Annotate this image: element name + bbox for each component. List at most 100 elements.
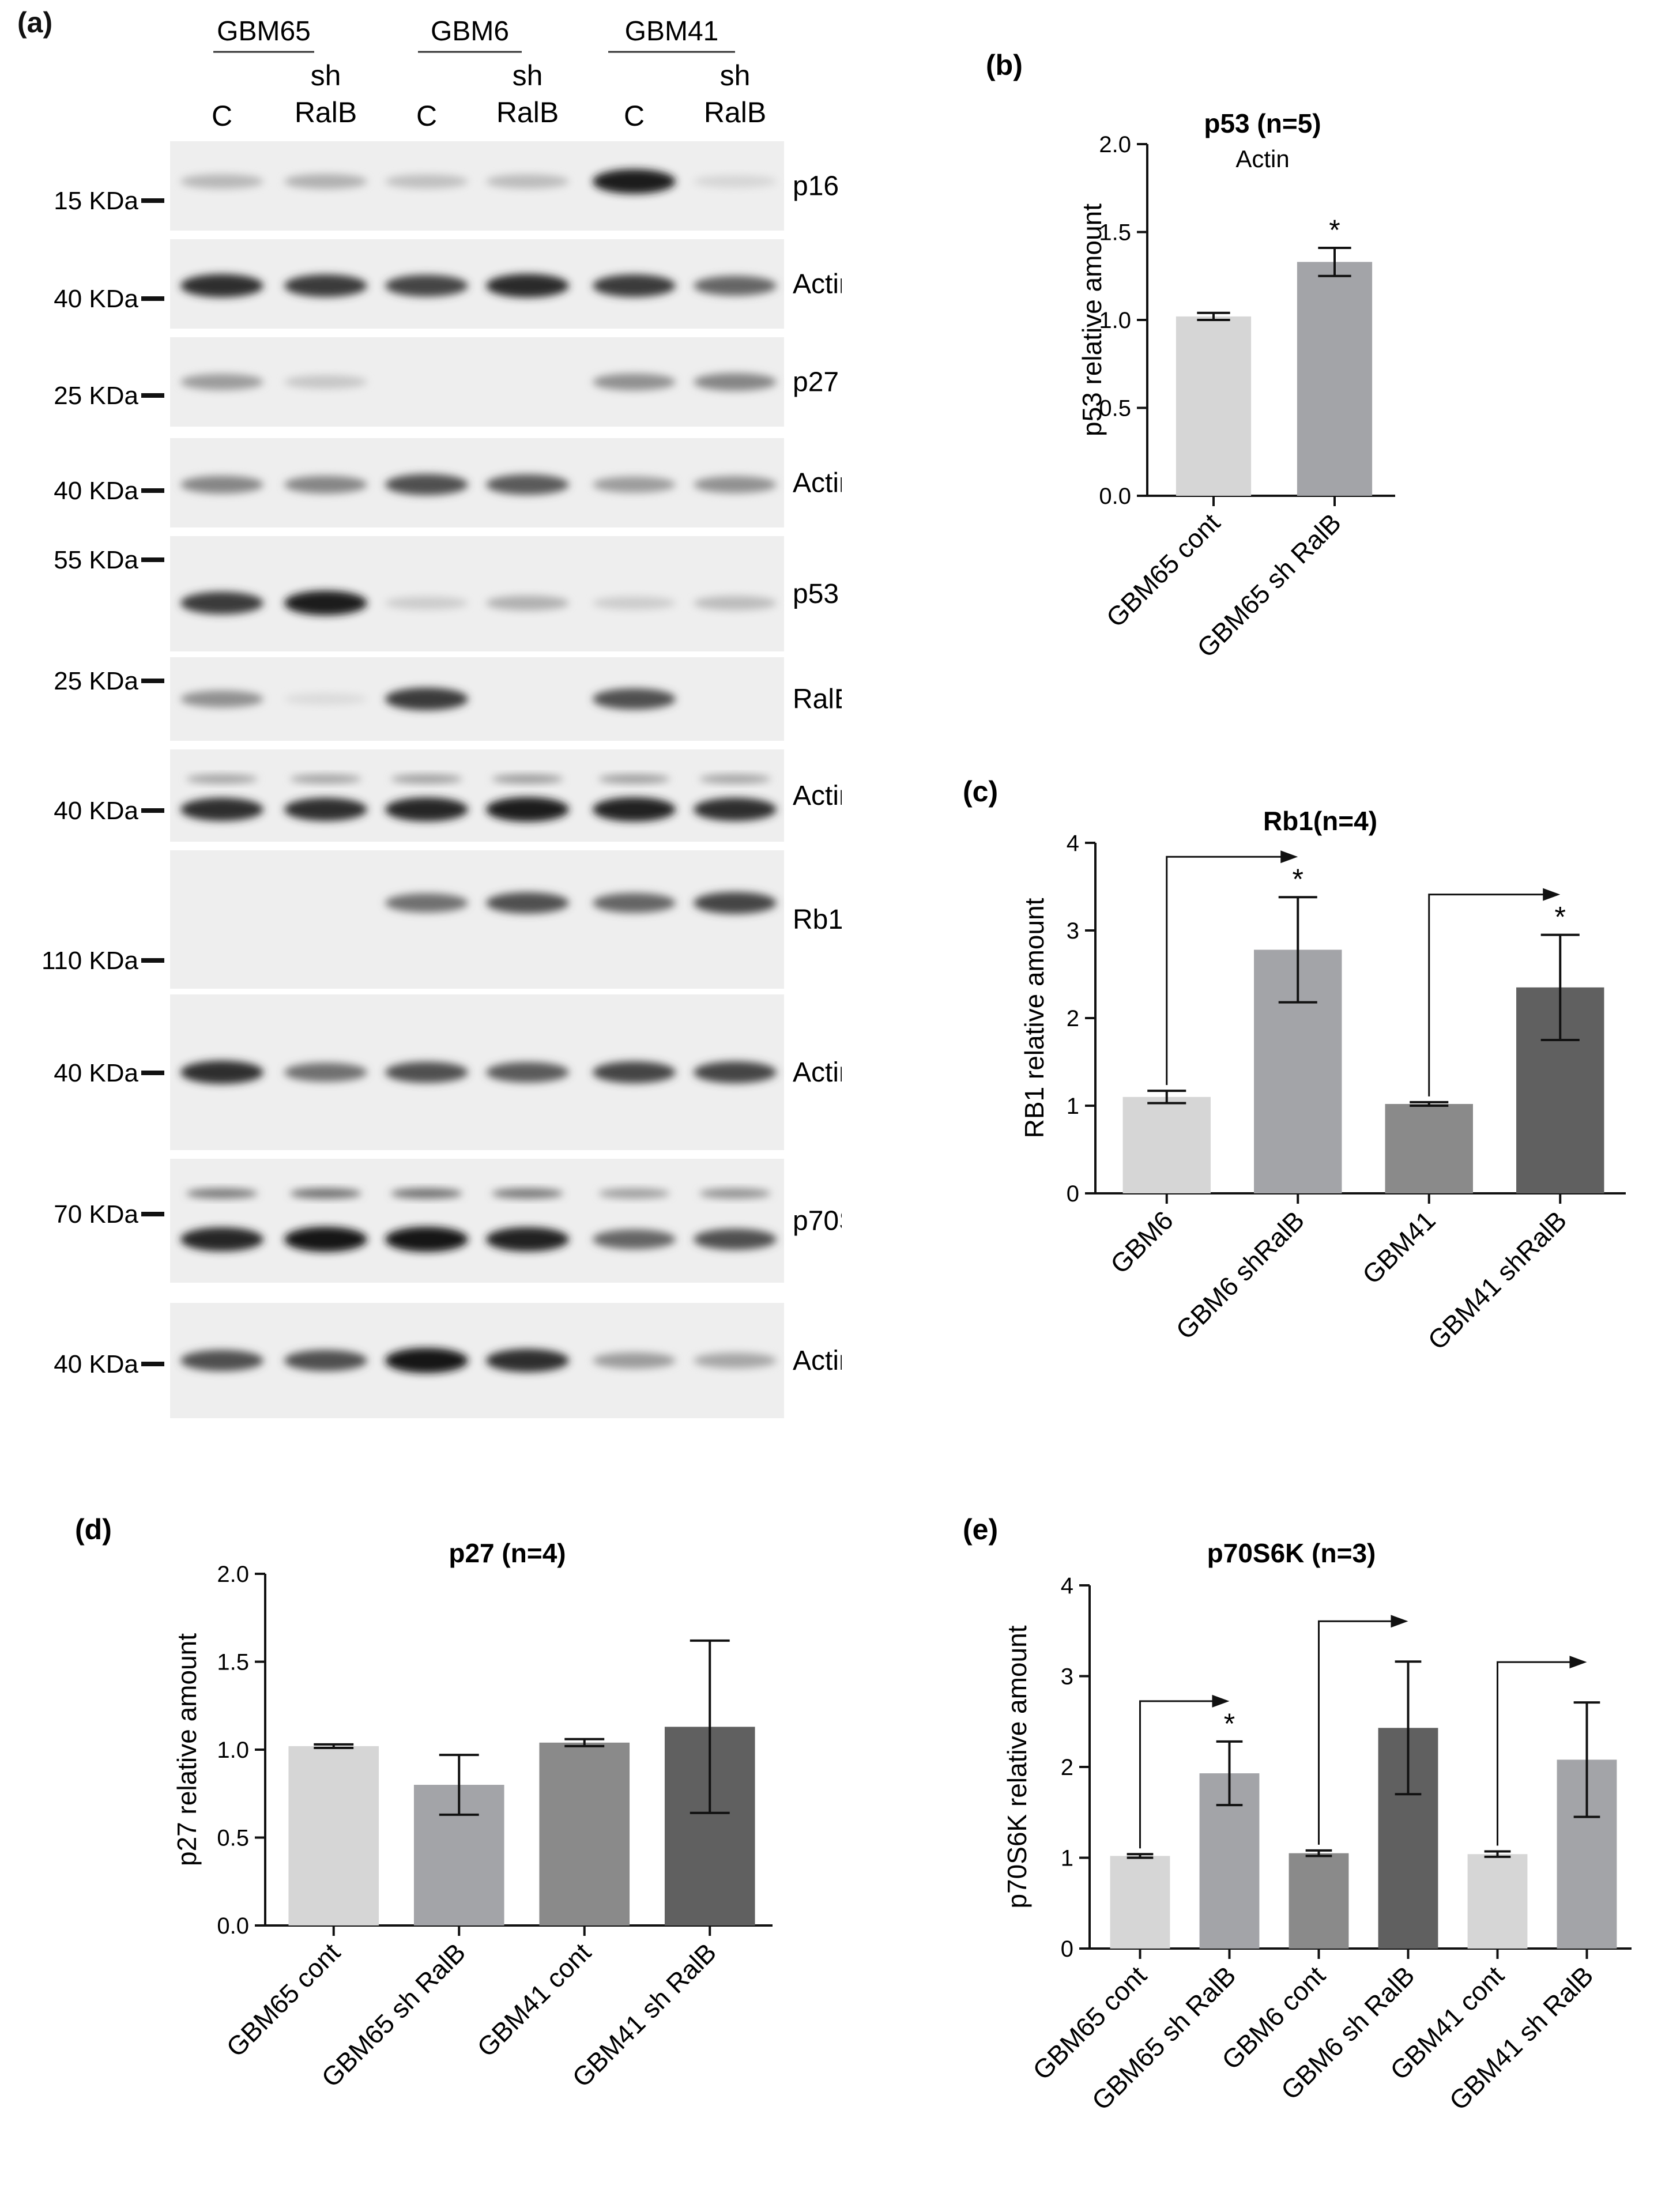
- blot-band: [385, 1226, 468, 1252]
- blot-strip-background: [170, 1159, 784, 1283]
- blot-strip-background: [170, 337, 784, 427]
- chart-d: (d) p27 (n=4) 0.0 0.5 1.0 1.5 2.0 p27 relative …: [75, 1513, 773, 2093]
- blot-band: [391, 774, 462, 784]
- x-tick-label: GBM65 cont: [220, 1937, 346, 2063]
- y-tick-label: 0.0: [217, 1913, 249, 1939]
- blot-band: [284, 274, 367, 297]
- x-tick-label: GBM41 cont: [471, 1937, 597, 2063]
- blot-target-label: Actin: [793, 1057, 842, 1088]
- blot-target-label: RalB: [793, 684, 842, 715]
- blot-band: [486, 274, 569, 298]
- y-tick-label: 1.0: [217, 1738, 249, 1763]
- panel-label: (e): [963, 1513, 998, 1546]
- y-tick-label: 3: [1067, 918, 1079, 944]
- blot-target-label: Actin: [793, 1346, 842, 1376]
- blot-strip-background: [170, 239, 784, 329]
- y-tick-label: 0.5: [1099, 396, 1131, 421]
- blot-marker-tick: [141, 1212, 164, 1216]
- blot-marker-tick: [141, 198, 164, 203]
- blot-band: [593, 476, 676, 493]
- lane-label-c: C: [212, 100, 232, 132]
- blot-marker-label: 25 KDa: [54, 667, 138, 695]
- y-axis-label: RB1 relative amount: [1019, 898, 1049, 1138]
- blot-marker-label: 40 KDa: [54, 797, 138, 825]
- blot-target-label: p53: [793, 579, 839, 609]
- bar: [1297, 262, 1373, 496]
- blot-target-label: p70S6K: [793, 1206, 842, 1237]
- blot-band: [593, 373, 676, 391]
- blot-band: [492, 1188, 563, 1199]
- blot-marker-label: 110 KDa: [42, 947, 138, 975]
- blot-marker-label: 15 KDa: [54, 187, 138, 215]
- blot-marker-tick: [141, 1362, 164, 1366]
- blot-band: [598, 1188, 670, 1199]
- y-tick-label: 1: [1061, 1846, 1073, 1871]
- blot-band: [284, 476, 367, 493]
- blot-band: [290, 774, 361, 784]
- blot-target-label: Actin: [793, 781, 842, 811]
- y-axis-label: p27 relative amount: [172, 1633, 202, 1866]
- blot-marker-label: 25 KDa: [54, 382, 138, 410]
- bar: [1467, 1854, 1528, 1949]
- blot-band: [186, 1188, 258, 1199]
- lane-label-ralb: RalB: [295, 96, 357, 129]
- blot-band: [385, 893, 468, 913]
- x-tick-label: GBM41: [1357, 1205, 1441, 1290]
- blot-marker-label: 55 KDa: [54, 546, 138, 574]
- blot-band: [391, 1188, 462, 1199]
- lane-label-sh: sh: [513, 59, 543, 92]
- blot-band: [385, 174, 468, 189]
- blot-strip-ralb: [170, 657, 784, 741]
- blot-target-label: Actin: [793, 269, 842, 300]
- blot-strip-actin: [170, 994, 784, 1150]
- blot-marker-tick: [141, 488, 164, 493]
- x-tick-label: GBM6: [1105, 1205, 1179, 1279]
- panel-a-label: (a): [17, 6, 53, 39]
- x-tick-label: GBM6 shRalB: [1170, 1205, 1310, 1345]
- blot-band: [694, 892, 777, 914]
- blot-band: [593, 1061, 676, 1083]
- x-tick-label: GBM65 cont: [1101, 507, 1226, 633]
- blot-band: [284, 590, 367, 616]
- y-tick-label: 0: [1061, 1936, 1073, 1962]
- comparison-arrowhead: [1543, 888, 1561, 901]
- blot-band: [180, 797, 263, 822]
- comparison-bracket: [1139, 1700, 1214, 1849]
- blot-marker-tick: [141, 296, 164, 301]
- significance-marker: *: [1293, 863, 1303, 895]
- x-tick-label: GBM41 shRalB: [1422, 1205, 1572, 1355]
- panel-label: (c): [963, 775, 998, 808]
- comparison-bracket: [1428, 894, 1544, 1096]
- blot-band: [385, 596, 468, 610]
- blot-marker-tick: [141, 958, 164, 963]
- lane-label-sh: sh: [720, 59, 751, 92]
- blot-band: [284, 797, 367, 822]
- blot-band: [492, 774, 563, 784]
- y-tick-label: 0: [1067, 1181, 1079, 1207]
- blot-band: [593, 688, 676, 710]
- bar: [1110, 1856, 1170, 1949]
- blot-strip-background: [170, 438, 784, 527]
- blot-band: [593, 893, 676, 913]
- blot-band: [694, 476, 777, 493]
- blot-band: [694, 373, 777, 391]
- blot-strip-background: [170, 536, 784, 651]
- chart-annotation: Actin: [1235, 145, 1289, 172]
- blot-group-label: GBM6: [431, 16, 509, 47]
- blot-strip-actin: [170, 1303, 784, 1418]
- bar: [1122, 1096, 1211, 1193]
- bar: [1176, 316, 1252, 496]
- y-tick-label: 1: [1067, 1094, 1079, 1119]
- blot-strip-p53: [170, 536, 784, 651]
- blot-marker-tick: [141, 393, 164, 398]
- blot-target-label: Rb1: [793, 905, 842, 935]
- comparison-bracket: [1497, 1661, 1571, 1846]
- comparison-arrowhead: [1391, 1615, 1408, 1628]
- blot-target-label: p16: [793, 171, 839, 202]
- significance-marker: *: [1224, 1708, 1235, 1740]
- blot-band: [385, 797, 468, 822]
- blot-marker-tick: [141, 679, 164, 683]
- blot-band: [385, 1348, 468, 1373]
- blot-strip-actin: [170, 239, 784, 329]
- blot-band: [694, 797, 777, 822]
